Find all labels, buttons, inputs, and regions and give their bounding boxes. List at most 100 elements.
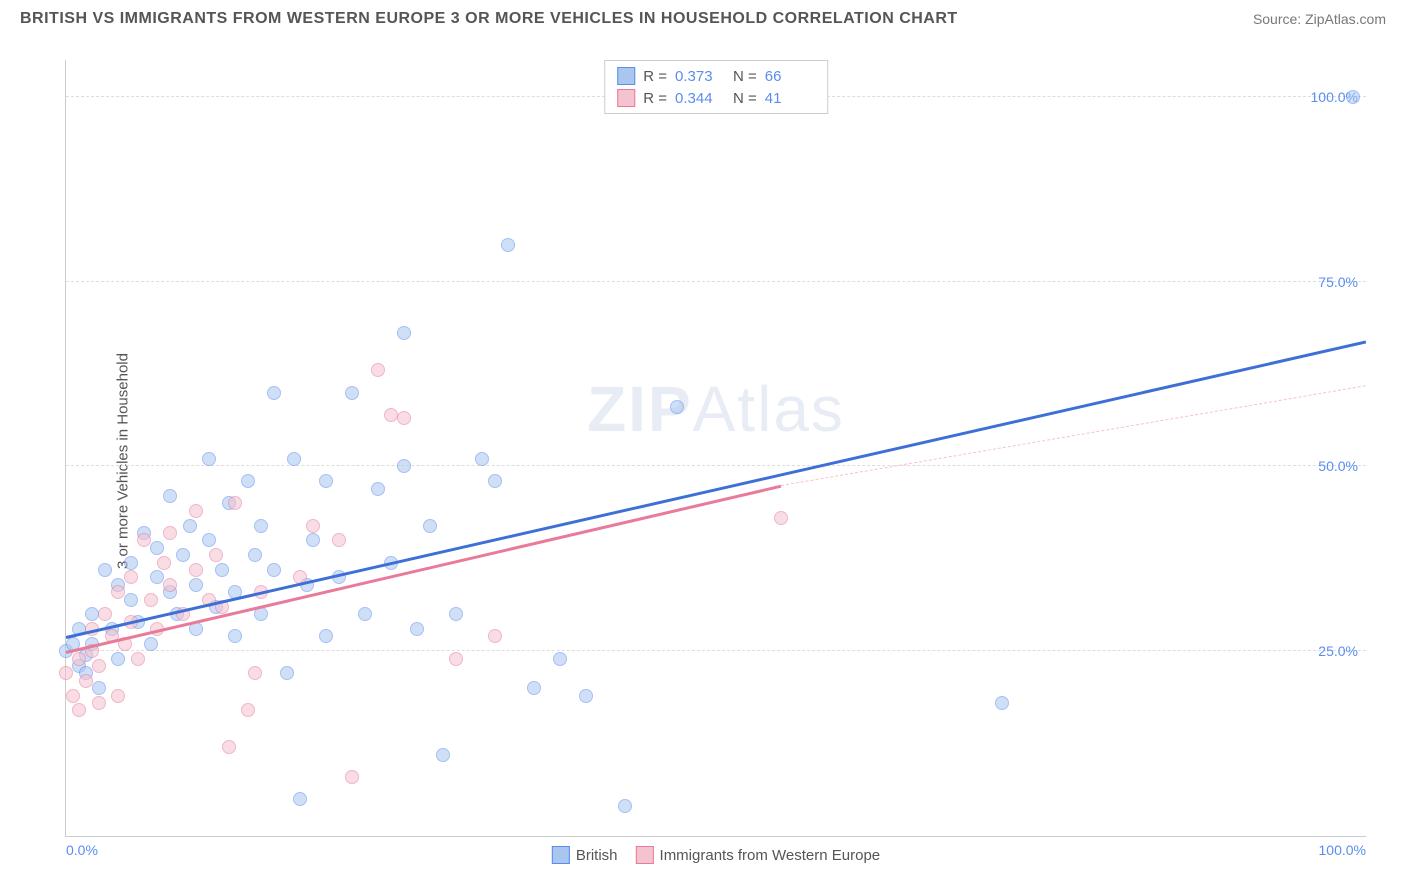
trend-line — [66, 341, 1367, 639]
data-point — [306, 533, 320, 547]
data-point — [332, 533, 346, 547]
data-point — [280, 666, 294, 680]
n-value: 66 — [765, 68, 815, 85]
data-point — [124, 593, 138, 607]
data-point — [144, 637, 158, 651]
data-point — [202, 533, 216, 547]
data-point — [267, 563, 281, 577]
data-point — [189, 578, 203, 592]
data-point — [131, 652, 145, 666]
chart-title: BRITISH VS IMMIGRANTS FROM WESTERN EUROP… — [20, 10, 958, 28]
data-point — [163, 578, 177, 592]
data-point — [254, 607, 268, 621]
data-point — [397, 459, 411, 473]
data-point — [163, 489, 177, 503]
data-point — [176, 548, 190, 562]
n-label: N = — [733, 90, 757, 107]
data-point — [319, 474, 333, 488]
legend-stats: R =0.373N =66R =0.344N =41 — [604, 60, 828, 114]
data-point — [423, 519, 437, 533]
legend-series-label: Immigrants from Western Europe — [660, 847, 881, 864]
data-point — [449, 652, 463, 666]
gridline — [66, 465, 1366, 466]
data-point — [488, 629, 502, 643]
n-label: N = — [733, 68, 757, 85]
data-point — [144, 593, 158, 607]
data-point — [397, 411, 411, 425]
data-point — [248, 548, 262, 562]
legend-swatch-icon — [617, 67, 635, 85]
data-point — [241, 703, 255, 717]
r-value: 0.373 — [675, 68, 725, 85]
r-value: 0.344 — [675, 90, 725, 107]
data-point — [267, 386, 281, 400]
x-tick-label: 0.0% — [66, 842, 98, 858]
data-point — [501, 238, 515, 252]
legend-swatch-icon — [636, 846, 654, 864]
data-point — [254, 519, 268, 533]
y-tick-label: 75.0% — [1318, 274, 1358, 290]
data-point — [59, 666, 73, 680]
data-point — [436, 748, 450, 762]
data-point — [293, 792, 307, 806]
data-point — [98, 563, 112, 577]
data-point — [163, 526, 177, 540]
chart-container: 3 or more Vehicles in Household ZIPAtlas… — [20, 40, 1386, 882]
data-point — [98, 607, 112, 621]
data-point — [150, 570, 164, 584]
data-point — [124, 556, 138, 570]
data-point — [72, 703, 86, 717]
y-tick-label: 25.0% — [1318, 643, 1358, 659]
data-point — [189, 504, 203, 518]
data-point — [670, 400, 684, 414]
data-point — [287, 452, 301, 466]
legend-swatch-icon — [552, 846, 570, 864]
source-label: Source: ZipAtlas.com — [1253, 11, 1386, 27]
data-point — [488, 474, 502, 488]
data-point — [157, 556, 171, 570]
legend-series-label: British — [576, 847, 618, 864]
plot-area: ZIPAtlas R =0.373N =66R =0.344N =41 Brit… — [65, 60, 1366, 837]
data-point — [92, 681, 106, 695]
data-point — [111, 689, 125, 703]
data-point — [345, 770, 359, 784]
data-point — [241, 474, 255, 488]
data-point — [475, 452, 489, 466]
r-label: R = — [643, 90, 667, 107]
data-point — [1346, 90, 1360, 104]
x-tick-label: 100.0% — [1319, 842, 1366, 858]
legend-stat-row: R = 0.373 N = 66 — [617, 65, 815, 87]
data-point — [345, 386, 359, 400]
data-point — [618, 799, 632, 813]
data-point — [92, 696, 106, 710]
legend-series: British Immigrants from Western Europe — [552, 846, 880, 864]
legend-swatch-icon — [617, 89, 635, 107]
data-point — [66, 689, 80, 703]
r-label: R = — [643, 68, 667, 85]
data-point — [222, 740, 236, 754]
data-point — [410, 622, 424, 636]
y-tick-label: 50.0% — [1318, 458, 1358, 474]
data-point — [111, 585, 125, 599]
data-point — [371, 482, 385, 496]
data-point — [209, 548, 223, 562]
data-point — [248, 666, 262, 680]
data-point — [228, 496, 242, 510]
watermark: ZIPAtlas — [587, 372, 845, 446]
data-point — [202, 452, 216, 466]
data-point — [553, 652, 567, 666]
legend-series-item: Immigrants from Western Europe — [636, 846, 881, 864]
data-point — [124, 570, 138, 584]
data-point — [137, 533, 151, 547]
data-point — [79, 674, 93, 688]
data-point — [85, 607, 99, 621]
data-point — [358, 607, 372, 621]
data-point — [215, 563, 229, 577]
data-point — [371, 363, 385, 377]
data-point — [449, 607, 463, 621]
data-point — [579, 689, 593, 703]
data-point — [527, 681, 541, 695]
gridline — [66, 281, 1366, 282]
data-point — [150, 541, 164, 555]
data-point — [189, 563, 203, 577]
